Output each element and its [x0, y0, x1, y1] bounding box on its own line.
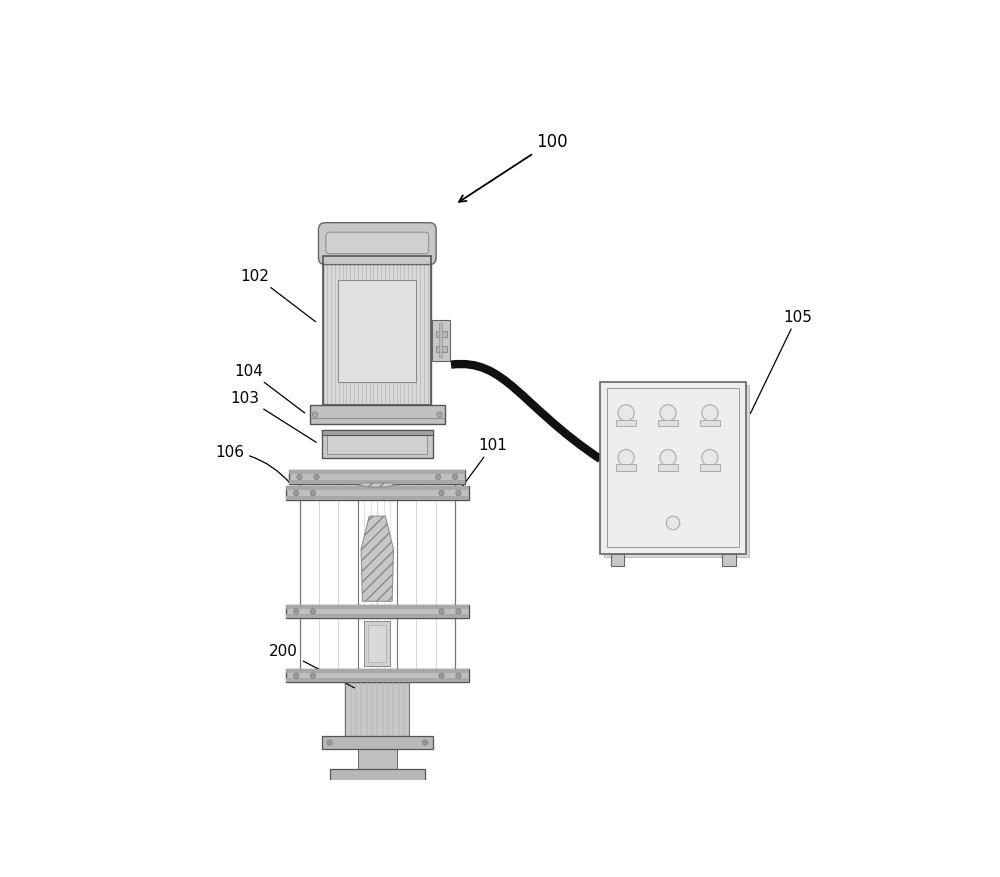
Text: 200: 200 [269, 644, 355, 688]
Bar [286, 605, 469, 609]
Bar [722, 554, 736, 567]
Bar [611, 554, 624, 567]
Circle shape [293, 609, 299, 615]
Bar [330, 769, 425, 781]
Circle shape [312, 412, 318, 418]
Circle shape [439, 674, 444, 679]
Bar [323, 257, 431, 406]
Circle shape [618, 450, 634, 467]
Circle shape [456, 491, 461, 496]
Bar [658, 420, 678, 427]
Text: 106: 106 [215, 445, 291, 485]
Bar [358, 749, 397, 769]
Bar [286, 679, 469, 682]
Circle shape [618, 405, 634, 422]
Circle shape [293, 491, 299, 496]
Text: 104: 104 [234, 363, 305, 414]
Circle shape [456, 674, 461, 679]
Circle shape [666, 517, 680, 530]
Bar [286, 487, 469, 500]
Bar [604, 386, 749, 558]
Text: 101: 101 [460, 438, 508, 490]
Circle shape [310, 609, 316, 615]
Bar [338, 281, 416, 382]
Bar [658, 465, 678, 472]
Bar [286, 669, 469, 674]
Bar [289, 471, 465, 484]
FancyBboxPatch shape [318, 224, 436, 265]
Bar [368, 625, 386, 662]
Bar [345, 682, 409, 737]
Bar [607, 389, 739, 547]
Text: 103: 103 [231, 390, 316, 443]
Bar [310, 406, 445, 424]
Bar [323, 257, 431, 406]
Circle shape [452, 474, 458, 480]
Circle shape [327, 740, 332, 745]
Circle shape [293, 674, 299, 679]
Bar [616, 465, 636, 472]
Circle shape [660, 450, 676, 467]
Circle shape [456, 609, 461, 615]
Bar [352, 781, 403, 802]
Bar [600, 382, 746, 554]
Bar [289, 471, 465, 474]
Circle shape [310, 674, 316, 679]
Circle shape [435, 474, 441, 480]
Bar [286, 615, 469, 618]
Bar [432, 321, 450, 361]
Bar [439, 324, 442, 358]
Polygon shape [361, 517, 394, 602]
Bar [286, 605, 469, 618]
Text: 102: 102 [241, 269, 316, 323]
Bar [700, 420, 720, 427]
Polygon shape [360, 483, 395, 488]
Circle shape [422, 740, 428, 745]
Text: 100: 100 [459, 133, 568, 203]
Circle shape [310, 491, 316, 496]
Text: 105: 105 [750, 310, 812, 414]
Bar [616, 420, 636, 427]
Circle shape [439, 491, 444, 496]
Bar [364, 621, 390, 667]
Circle shape [439, 609, 444, 615]
Bar [289, 480, 465, 484]
Circle shape [702, 450, 718, 467]
Circle shape [437, 412, 442, 418]
FancyBboxPatch shape [326, 233, 429, 254]
Bar [436, 332, 447, 338]
Circle shape [314, 474, 319, 480]
Circle shape [702, 405, 718, 422]
Bar [322, 430, 433, 459]
Bar [700, 465, 720, 472]
Circle shape [297, 474, 302, 480]
Bar [286, 487, 469, 491]
Bar [322, 737, 433, 749]
Bar [436, 346, 447, 353]
Bar [327, 434, 427, 454]
Bar [286, 669, 469, 682]
Circle shape [660, 405, 676, 422]
Bar [286, 496, 469, 500]
Bar [322, 430, 433, 436]
